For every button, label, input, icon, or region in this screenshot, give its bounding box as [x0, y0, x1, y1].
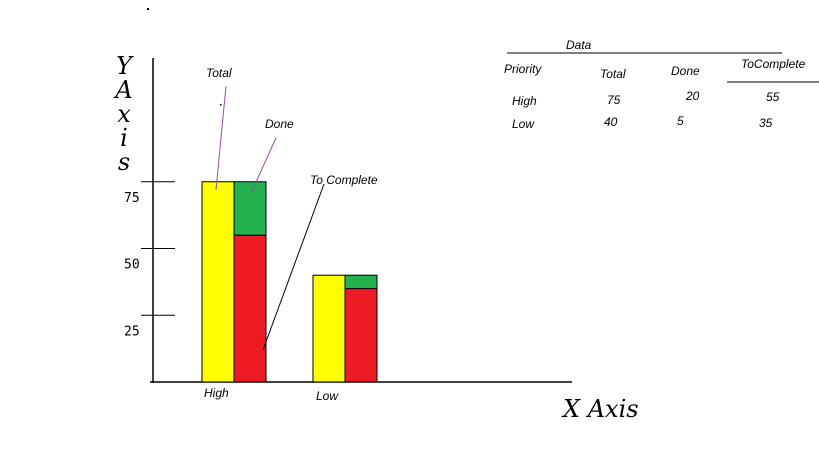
annotation-done-leader [250, 137, 277, 194]
y-ticks: 75 50 25 [124, 181, 175, 339]
x-tick-label-low: Low [316, 389, 339, 403]
annotation-done: Done [250, 117, 294, 194]
table-cell-high-done: 20 [685, 89, 700, 103]
bar-high-to-complete [233, 234, 267, 383]
annotation-total-label: Total [206, 66, 232, 80]
table-cell-low-total: 40 [604, 115, 618, 129]
bar-low-done [344, 274, 378, 290]
table-header-tocomplete: ToComplete [741, 57, 806, 71]
table-header-total: Total [600, 67, 626, 81]
table-cell-low-tocomplete: 35 [759, 116, 773, 130]
table-cell-high-total: 75 [607, 93, 621, 107]
y-tick-label-25: 25 [124, 324, 140, 339]
data-table-title: Data [566, 38, 592, 52]
y-axis-title-letter: i [120, 124, 128, 152]
bars [201, 181, 378, 383]
table-cell-low-priority: Low [512, 117, 535, 131]
y-axis-title-letter: Y [116, 52, 134, 80]
annotation-done-label: Done [265, 117, 294, 131]
bar-low-to-complete [344, 288, 378, 383]
bar-high-total [201, 181, 235, 383]
x-axis-title: X Axis [561, 395, 639, 423]
bar-high-done [233, 181, 267, 236]
table-cell-high-tocomplete: 55 [766, 90, 780, 104]
annotation-total-dot [220, 104, 222, 106]
annotation-total: Total [206, 66, 232, 191]
table-cell-high-priority: High [512, 94, 537, 108]
data-table: Data Priority Total Done ToComplete High… [504, 38, 819, 131]
table-header-priority: Priority [504, 62, 542, 76]
y-axis-title-letter: s [118, 148, 130, 176]
y-axis-title-letter: x [117, 100, 131, 128]
x-tick-label-high: High [204, 386, 229, 400]
y-tick-label-75: 75 [124, 191, 140, 206]
table-cell-low-done: 5 [677, 114, 684, 128]
y-tick-label-50: 50 [124, 258, 140, 273]
annotation-total-leader [215, 85, 227, 191]
annotation-to-complete-leader [262, 183, 325, 351]
annotation-to-complete: To Complete [262, 173, 378, 351]
x-tick-labels: High Low [204, 386, 339, 403]
annotation-to-complete-label: To Complete [310, 173, 378, 187]
table-header-done: Done [671, 64, 700, 78]
stray-dot [147, 8, 149, 10]
y-axis-title-letter: A [113, 76, 132, 104]
bar-low-total [312, 274, 346, 383]
